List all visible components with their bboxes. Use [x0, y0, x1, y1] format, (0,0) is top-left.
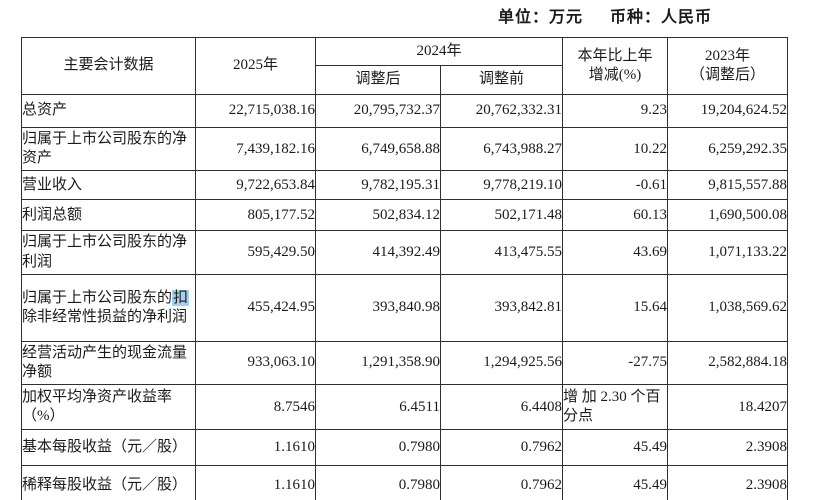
- value-2023: 18.4207: [667, 384, 789, 431]
- currency-label: 币种：人民币: [610, 9, 713, 26]
- header-2025: 2025年: [195, 37, 316, 95]
- value-2025: 595,429.50: [195, 230, 316, 275]
- value-2024-before: 393,842.81: [439, 273, 564, 342]
- value-2023: 2.3908: [667, 429, 789, 467]
- row-label: 加权平均净资产收益率（%）: [21, 384, 196, 431]
- header-2024-adjusted-before: 调整前: [439, 65, 564, 95]
- value-change: 9.23: [562, 94, 669, 128]
- value-2024-before: 0.7962: [439, 465, 564, 500]
- header-2023-line2: （调整后）: [690, 67, 766, 83]
- value-2023: 9,815,557.88: [667, 170, 789, 201]
- row-label: 营业收入: [21, 170, 196, 201]
- value-2024-after: 20,795,732.37: [315, 94, 441, 128]
- value-2024-before: 9,778,219.10: [439, 170, 564, 201]
- value-2024-after: 393,840.98: [315, 273, 441, 342]
- value-2025: 805,177.52: [195, 199, 316, 232]
- value-2025: 1.1610: [195, 429, 316, 467]
- value-2025: 8.7546: [195, 384, 316, 431]
- value-2025: 1.1610: [195, 465, 316, 500]
- row-label: 利润总额: [21, 199, 196, 232]
- value-2024-after: 1,291,358.90: [315, 340, 441, 386]
- value-change: 15.64: [562, 273, 669, 342]
- header-2024-adjusted-after: 调整后: [315, 65, 441, 95]
- value-2023: 2,582,884.18: [667, 340, 789, 386]
- header-row-sub: 调整后 调整前: [22, 65, 788, 95]
- highlighted-char: 扣: [172, 289, 190, 306]
- value-2024-before: 1,294,925.56: [439, 340, 564, 386]
- table-row-total-assets: 总资产 22,715,038.16 20,795,732.37 20,762,3…: [21, 94, 789, 128]
- value-2024-after: 9,782,195.31: [315, 170, 441, 201]
- value-2024-after: 0.7980: [315, 465, 441, 500]
- value-2024-before: 0.7962: [439, 429, 564, 467]
- value-2023: 1,038,569.62: [667, 273, 789, 342]
- table-row-basic-eps: 基本每股收益（元／股） 1.1610 0.7980 0.7962 45.49 2…: [21, 429, 789, 467]
- value-2023: 6,259,292.35: [667, 126, 789, 172]
- value-2024-after: 6,749,658.88: [315, 126, 441, 172]
- value-2025: 933,063.10: [195, 340, 316, 386]
- row-label: 经营活动产生的现金流量净额: [21, 340, 196, 386]
- unit-label: 单位：万元: [498, 9, 584, 26]
- value-2024-after: 414,392.49: [315, 230, 441, 275]
- table-row-weighted-avg-roe: 加权平均净资产收益率（%） 8.7546 6.4511 6.4408 增 加 2…: [21, 384, 789, 431]
- value-2023: 2.3908: [667, 465, 789, 500]
- header-change-line1: 本年比上年: [577, 47, 653, 64]
- value-change: 60.13: [562, 199, 669, 232]
- header-change-line2: 增减(%): [588, 67, 642, 83]
- header-row-top: 主要会计数据 2025年 2024年 本年比上年 增减(%) 2023年 （调整…: [21, 37, 789, 95]
- value-2024-after: 6.4511: [315, 384, 441, 431]
- value-change: 10.22: [562, 126, 669, 172]
- value-2025: 7,439,182.16: [195, 126, 316, 172]
- value-2024-before: 20,762,332.31: [439, 94, 564, 128]
- label-suffix: 除非经常性损益的净利润: [22, 308, 188, 325]
- value-change: 45.49: [562, 465, 669, 500]
- header-2024: 2024年: [314, 37, 564, 66]
- row-label: 基本每股收益（元／股）: [21, 429, 196, 467]
- value-2023: 1,690,500.08: [667, 199, 789, 232]
- value-2025: 22,715,038.16: [195, 94, 316, 128]
- value-2024-before: 502,171.48: [439, 199, 564, 232]
- header-2023: 2023年 （调整后）: [667, 37, 789, 95]
- value-change: 45.49: [562, 429, 669, 467]
- unit-currency-line: 单位：万元 币种：人民币: [498, 3, 712, 27]
- value-2024-after: 502,834.12: [315, 199, 441, 232]
- value-change: -27.75: [562, 340, 669, 386]
- value-change: -0.61: [562, 170, 669, 201]
- table-row-operating-cash-flow: 经营活动产生的现金流量净额 933,063.10 1,291,358.90 1,…: [21, 340, 789, 386]
- value-2024-before: 413,475.55: [439, 230, 564, 275]
- value-2025: 9,722,653.84: [195, 170, 316, 201]
- header-change: 本年比上年 增减(%): [562, 37, 669, 95]
- value-2025: 455,424.95: [195, 273, 316, 342]
- table-row-net-profit: 归属于上市公司股东的净利润 595,429.50 414,392.49 413,…: [21, 230, 789, 275]
- value-change: 增 加 2.30 个百分点: [562, 384, 669, 431]
- value-2024-after: 0.7980: [315, 429, 441, 467]
- value-2024-before: 6,743,988.27: [439, 126, 564, 172]
- row-label: 归属于上市公司股东的净资产: [21, 126, 196, 172]
- table-row-net-assets: 归属于上市公司股东的净资产 7,439,182.16 6,749,658.88 …: [21, 126, 789, 172]
- header-2023-line1: 2023年: [705, 47, 751, 64]
- row-label: 稀释每股收益（元／股）: [21, 465, 196, 500]
- header-main-indicators: 主要会计数据: [21, 37, 196, 95]
- table-row-operating-revenue: 营业收入 9,722,653.84 9,782,195.31 9,778,219…: [21, 170, 789, 201]
- value-change: 43.69: [562, 230, 669, 275]
- table-row-net-profit-excl-nonrecurring: 归属于上市公司股东的扣除非经常性损益的净利润 455,424.95 393,84…: [21, 273, 789, 342]
- row-label: 归属于上市公司股东的净利润: [21, 230, 196, 275]
- value-2023: 19,204,624.52: [667, 94, 789, 128]
- table-row-diluted-eps: 稀释每股收益（元／股） 1.1610 0.7980 0.7962 45.49 2…: [21, 465, 789, 500]
- value-2023: 1,071,133.22: [667, 230, 789, 275]
- row-label: 总资产: [21, 94, 196, 128]
- label-prefix: 归属于上市公司股东的: [22, 289, 173, 306]
- row-label: 归属于上市公司股东的扣除非经常性损益的净利润: [21, 273, 196, 342]
- financial-data-table: 主要会计数据 2025年 2024年 本年比上年 增减(%) 2023年 （调整…: [21, 37, 789, 500]
- table-row-total-profit: 利润总额 805,177.52 502,834.12 502,171.48 60…: [21, 199, 789, 232]
- value-2024-before: 6.4408: [439, 384, 564, 431]
